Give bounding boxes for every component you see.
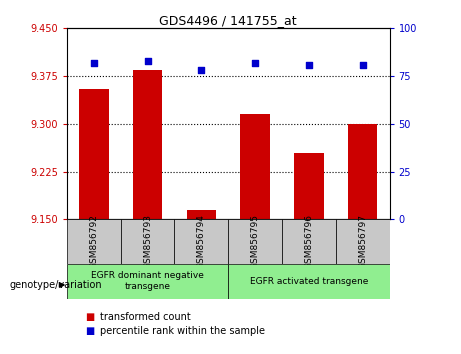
Point [90,60,97,65]
Bar [240,114,270,219]
Text: EGFR activated transgene: EGFR activated transgene [250,277,368,286]
Bar [228,264,390,299]
Bar [67,264,228,299]
Bar [67,219,121,264]
Text: GSM856793: GSM856793 [143,214,152,269]
Text: ■: ■ [85,312,95,322]
Point [198,68,205,73]
Bar [336,219,390,264]
Text: GSM856796: GSM856796 [304,214,313,269]
Text: GSM856792: GSM856792 [89,214,98,269]
Text: ■: ■ [85,326,95,336]
Text: genotype/variation: genotype/variation [9,280,102,290]
Text: GSM856794: GSM856794 [197,214,206,269]
Bar [282,219,336,264]
Text: percentile rank within the sample: percentile rank within the sample [100,326,265,336]
Bar [348,124,378,219]
Point [251,60,259,65]
Bar [79,89,108,219]
Bar [187,210,216,219]
Text: GSM856795: GSM856795 [251,214,260,269]
Bar [294,153,324,219]
Title: GDS4496 / 141755_at: GDS4496 / 141755_at [160,14,297,27]
Bar [174,219,228,264]
Point [359,62,366,68]
Text: GSM856797: GSM856797 [358,214,367,269]
Bar [228,219,282,264]
Text: transformed count: transformed count [100,312,191,322]
Bar [133,70,162,219]
Text: EGFR dominant negative
transgene: EGFR dominant negative transgene [91,272,204,291]
Bar [121,219,174,264]
Point [305,62,313,68]
Point [144,58,151,64]
